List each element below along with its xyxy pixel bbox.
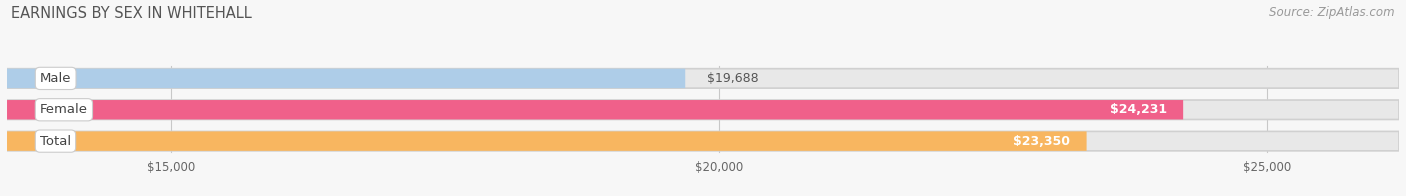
FancyBboxPatch shape: [7, 100, 1399, 120]
FancyBboxPatch shape: [7, 69, 685, 88]
Text: Total: Total: [39, 135, 72, 148]
FancyBboxPatch shape: [7, 131, 1087, 151]
Text: $19,688: $19,688: [707, 72, 759, 85]
FancyBboxPatch shape: [7, 100, 1184, 120]
FancyBboxPatch shape: [7, 69, 1399, 88]
Text: Male: Male: [39, 72, 72, 85]
FancyBboxPatch shape: [7, 131, 1399, 151]
Text: Source: ZipAtlas.com: Source: ZipAtlas.com: [1270, 6, 1395, 19]
Text: Female: Female: [39, 103, 89, 116]
Text: $24,231: $24,231: [1109, 103, 1167, 116]
Text: EARNINGS BY SEX IN WHITEHALL: EARNINGS BY SEX IN WHITEHALL: [11, 6, 252, 21]
Text: $23,350: $23,350: [1014, 135, 1070, 148]
